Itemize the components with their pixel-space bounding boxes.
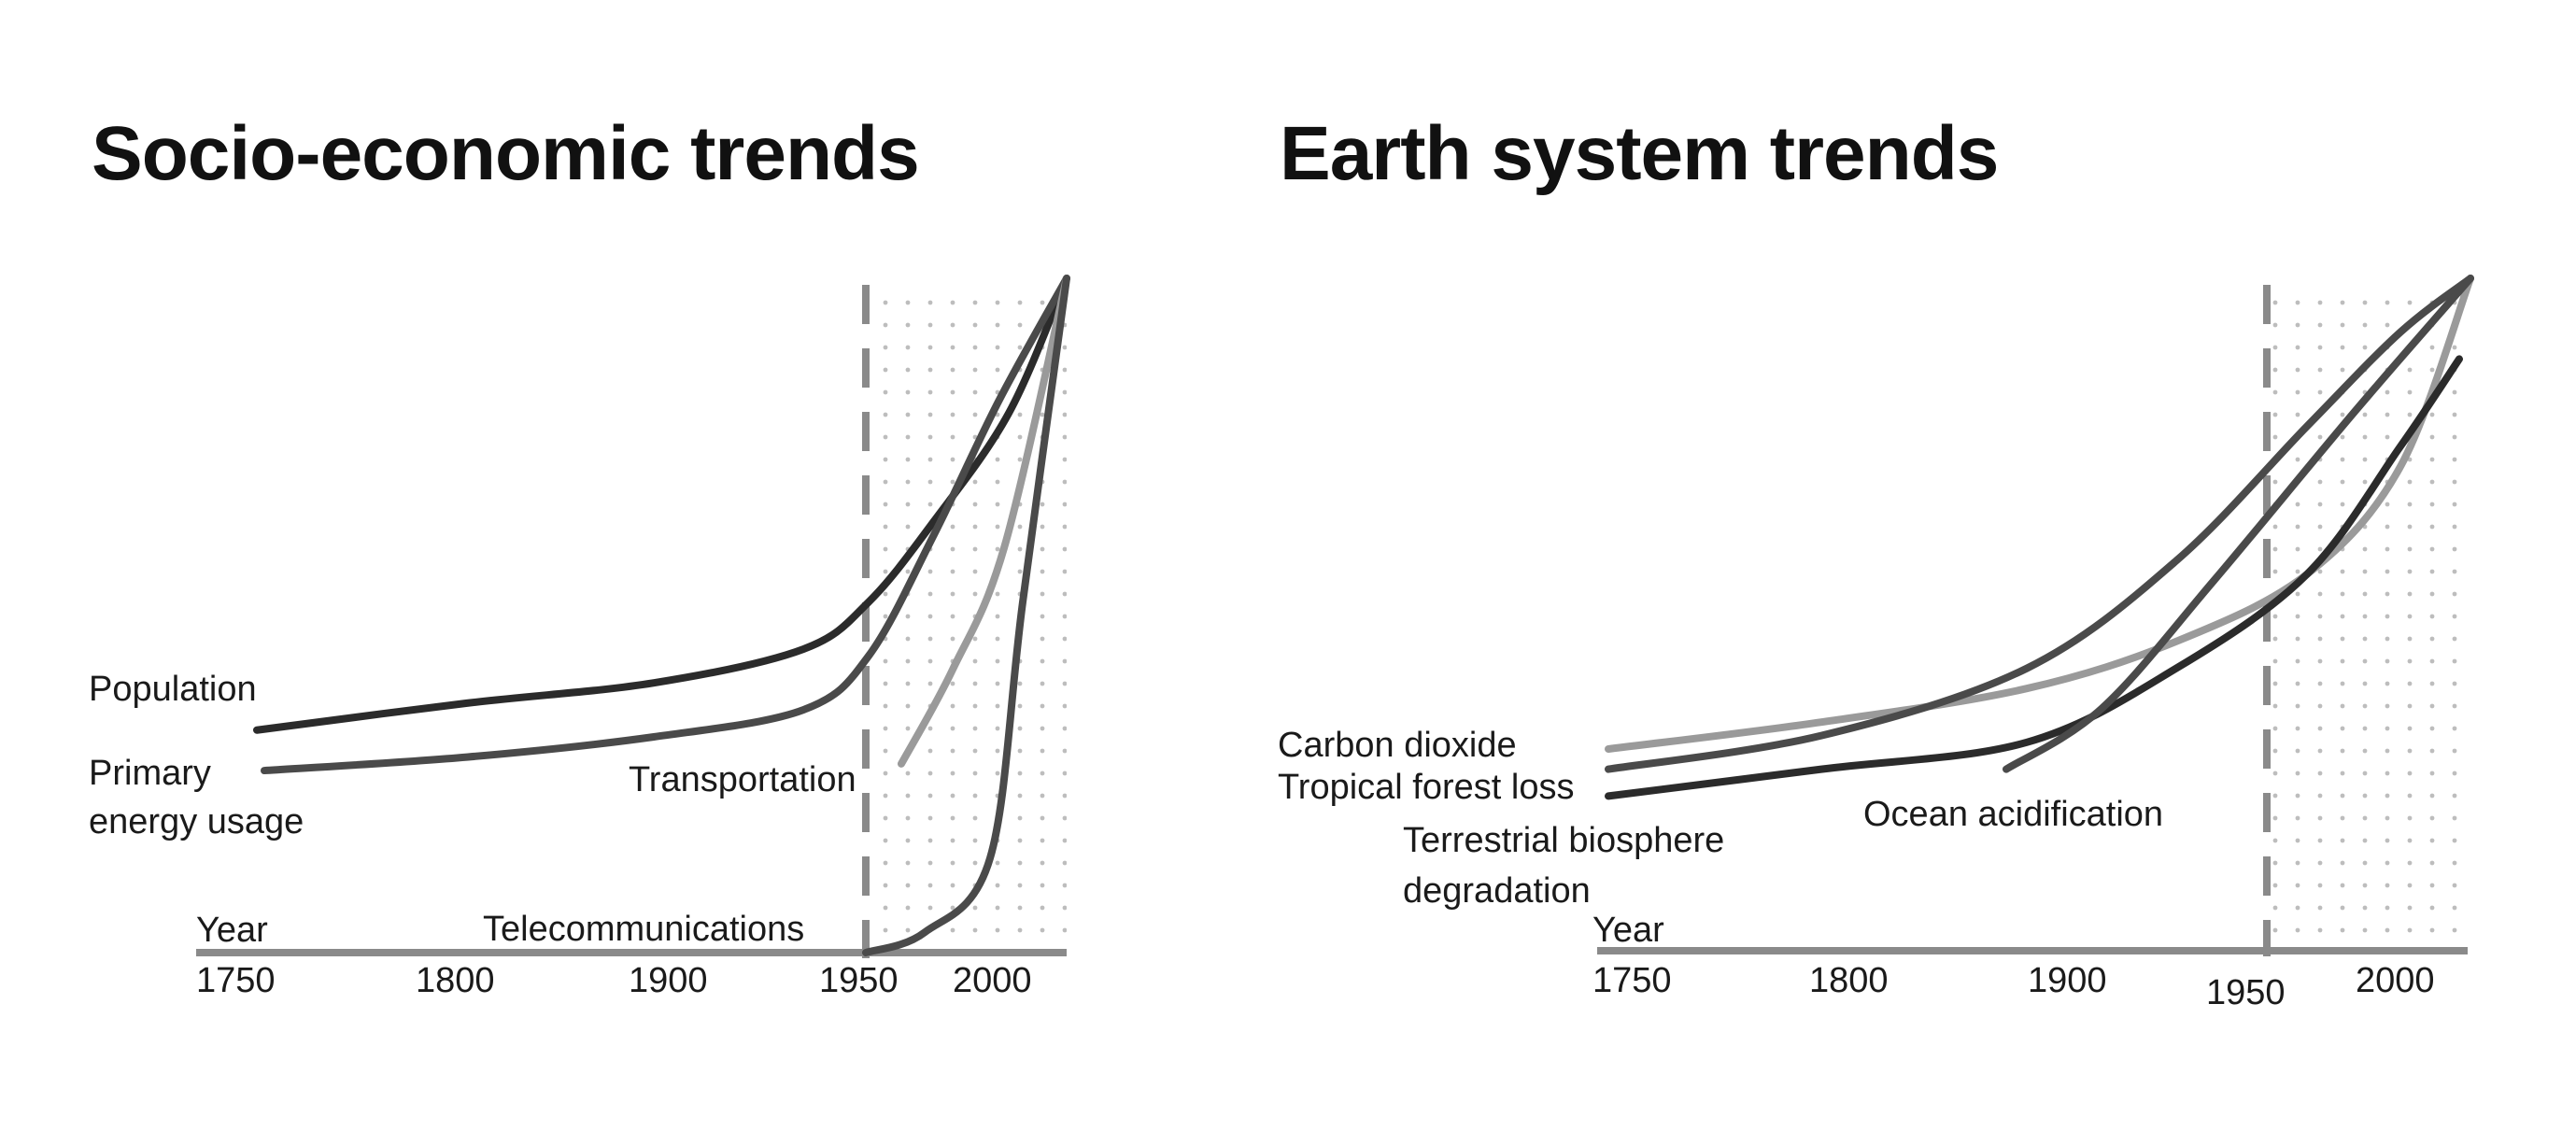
series-label-ocean-acidification: Ocean acidification [1863,795,2163,834]
series-line-population [253,275,1070,734]
x-tick-label-2000: 2000 [2356,961,2435,1000]
x-tick-label-1950: 1950 [819,961,899,1000]
series-line-ocean-acidification [2003,275,2474,773]
series-label-population: Population [89,670,257,709]
x-tick-label-1950: 1950 [2206,973,2286,1012]
socio-economic-title: Socio-economic trends [92,111,920,196]
series-label-tropical-forest-loss: Tropical forest loss [1278,768,1574,807]
earth-system-chart: Year 1750 1800 1900 1950 2000 Carbon dioxideTr… [1278,275,2474,1012]
x-tick-label-1900: 1900 [629,961,708,1000]
x-tick-label-1800: 1800 [416,961,495,1000]
series-label-terrestrial-biosphere-degradation-line-1: Terrestrial biosphere [1403,821,1724,860]
series-label-primary-energy-usage-line-1: Primary [89,754,211,793]
series-label-transportation: Transportation [629,760,856,799]
series-line-tropical-forest-loss [1605,275,2474,773]
x-tick-label-1750: 1750 [196,961,276,1000]
series-label-telecommunications: Telecommunications [483,910,804,949]
series-label-carbon-dioxide: Carbon dioxide [1278,726,1517,765]
x-axis-title: Year [196,911,268,950]
series-line-terrestrial-biosphere-degradation [1605,355,2463,800]
socio-economic-chart: Year 1750 1800 1900 1950 2000 Population Primar… [89,275,1070,1000]
x-tick-label-1900: 1900 [2028,961,2107,1000]
series-line-carbon-dioxide [1605,275,2474,753]
x-axis-title: Year [1592,911,1664,950]
earth-system-title: Earth system trends [1280,111,1999,196]
post-1950-shaded-region [866,285,1067,953]
x-tick-label-2000: 2000 [953,961,1032,1000]
series-label-primary-energy-usage-line-2: energy usage [89,802,304,841]
x-tick-label-1750: 1750 [1592,961,1672,1000]
series-line-primary-energy-usage [261,275,1070,775]
series-line-transportation [898,275,1070,768]
series-label-terrestrial-biosphere-degradation-line-2: degradation [1403,871,1591,911]
series-line-telecommunications [862,275,1070,956]
x-tick-label-1800: 1800 [1809,961,1889,1000]
